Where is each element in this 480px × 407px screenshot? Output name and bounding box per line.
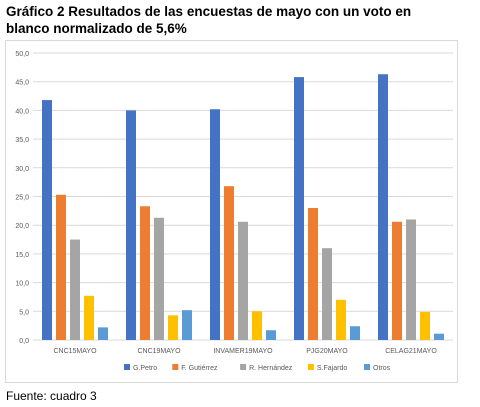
y-tick-label: 0,0 xyxy=(19,338,29,345)
bar xyxy=(224,186,234,340)
legend-swatch xyxy=(307,364,314,370)
bar xyxy=(252,311,262,340)
bar xyxy=(322,248,332,340)
bar xyxy=(42,100,52,341)
y-tick-label: 15,0 xyxy=(15,252,29,259)
bar xyxy=(126,110,136,341)
legend-label: F. Gutiérrez xyxy=(181,365,218,372)
x-tick-label: CNC19MAYO xyxy=(137,348,181,355)
bar xyxy=(84,295,94,340)
bar xyxy=(378,74,388,340)
bar xyxy=(238,221,248,340)
bar xyxy=(154,217,164,340)
bar xyxy=(140,206,150,340)
legend-label: G.Petro xyxy=(133,365,157,372)
legend-label: R. Hernández xyxy=(249,365,293,372)
bar xyxy=(406,219,416,340)
y-tick-label: 25,0 xyxy=(15,195,29,202)
x-tick-label: PJG20MAYO xyxy=(306,348,348,355)
bar xyxy=(266,330,276,340)
bar xyxy=(420,311,430,340)
y-tick-label: 10,0 xyxy=(15,281,29,288)
legend-swatch xyxy=(240,364,247,370)
x-tick-label: INVAMER19MAYO xyxy=(213,348,273,355)
legend-label: Otros xyxy=(373,365,391,372)
bar xyxy=(294,77,304,340)
bar xyxy=(350,326,360,340)
bar xyxy=(168,315,178,340)
y-tick-label: 50,0 xyxy=(15,51,29,58)
chart-area: 0,0 5,0 10,0 15,0 20,0 25,0 30,0 35,0 40,0 45,0 50… xyxy=(5,40,458,383)
y-tick-label: 5,0 xyxy=(19,309,29,316)
legend-label: S.Fajardo xyxy=(317,365,347,372)
y-tick-label: 35,0 xyxy=(15,137,29,144)
chart-title: Gráfico 2 Resultados de las encuestas de… xyxy=(6,4,412,36)
y-tick-label: 20,0 xyxy=(15,223,29,230)
legend-swatch xyxy=(364,364,370,370)
legend-swatch xyxy=(124,364,130,370)
bar xyxy=(182,310,192,340)
bar xyxy=(98,327,108,340)
bar xyxy=(308,207,318,340)
y-tick-label: 30,0 xyxy=(15,166,29,173)
bar xyxy=(70,239,80,340)
bar xyxy=(434,333,444,340)
bar xyxy=(56,194,66,340)
x-tick-label: CELAG21MAYO xyxy=(385,348,437,355)
bar xyxy=(392,221,402,340)
legend-swatch xyxy=(172,364,179,370)
x-tick-label: CNC15MAYO xyxy=(53,348,97,355)
bar-chart: 0,0 5,0 10,0 15,0 20,0 25,0 30,0 35,0 40,0 45,0 50… xyxy=(15,51,453,372)
y-tick-label: 40,0 xyxy=(15,108,29,115)
bar xyxy=(336,299,346,340)
y-tick-label: 45,0 xyxy=(15,80,29,87)
source-note: Fuente: cuadro 3 xyxy=(6,389,97,403)
bar xyxy=(210,109,220,340)
